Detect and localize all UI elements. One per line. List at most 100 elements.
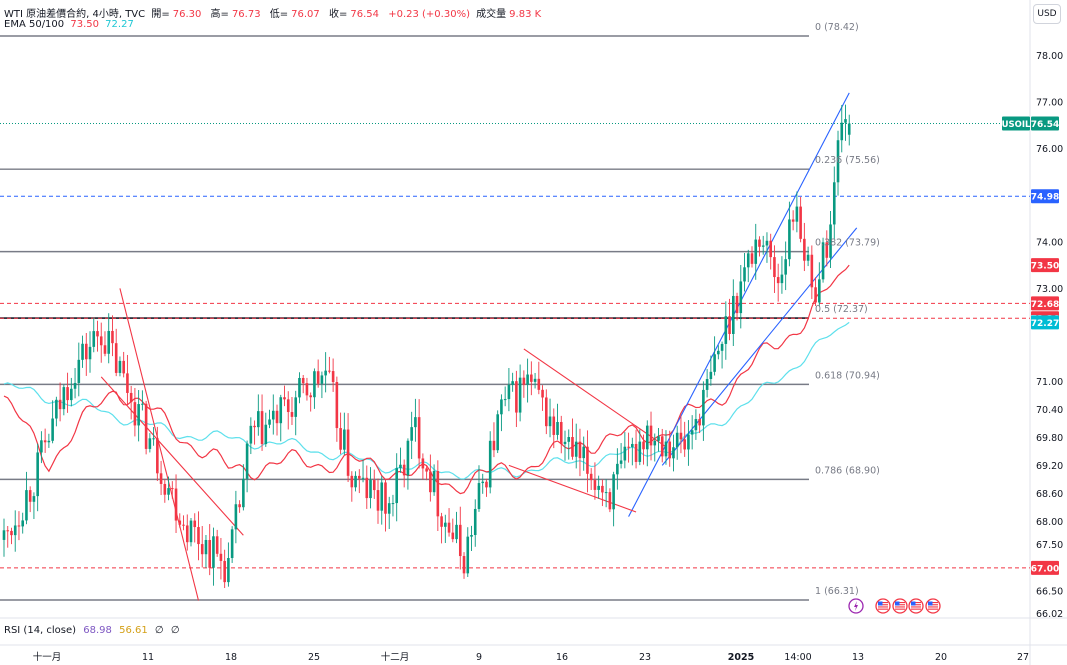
candle-body: [631, 443, 634, 448]
candle: [638, 429, 642, 466]
candle-body: [77, 359, 81, 383]
candle-body: [320, 375, 324, 384]
candle-body: [470, 534, 473, 537]
candle-body: [271, 410, 275, 420]
flag-stripe: [928, 602, 938, 604]
candle: [799, 196, 802, 243]
candle-body: [455, 524, 458, 540]
candle: [432, 464, 436, 496]
candle-body: [339, 428, 342, 450]
candle-body: [473, 508, 477, 535]
candle-body: [159, 473, 163, 484]
candle-body: [193, 520, 197, 528]
symbol-tag-box: [1002, 116, 1030, 131]
candle: [470, 525, 473, 551]
candle: [84, 332, 88, 376]
candle: [466, 527, 470, 577]
candle: [567, 429, 571, 460]
candle: [126, 354, 129, 405]
candle-body: [99, 336, 103, 346]
candle: [242, 464, 245, 511]
candle-body: [148, 438, 152, 449]
symbol-tag-label: USOIL: [1002, 120, 1031, 130]
us-flag-event-icon[interactable]: [925, 598, 941, 614]
candle-body: [810, 254, 814, 288]
candle: [99, 322, 103, 363]
candle: [847, 114, 851, 146]
y-axis-tick-label: 69.80: [1036, 433, 1063, 444]
candle: [141, 390, 144, 411]
y-axis-tick-label: 66.50: [1036, 587, 1063, 598]
candle: [488, 431, 492, 494]
candle: [81, 335, 84, 368]
candle-body: [43, 440, 47, 443]
event-circle: [925, 598, 941, 614]
candle: [515, 370, 518, 428]
candle-body: [70, 388, 73, 401]
y-axis-tick-label: 77.00: [1036, 98, 1063, 109]
flag-stripe: [878, 602, 888, 604]
candle: [268, 409, 271, 429]
us-flag-event-icon[interactable]: [892, 598, 908, 614]
candle-body: [84, 343, 88, 360]
lightning-event-icon[interactable]: [848, 598, 864, 614]
candle-body: [728, 316, 731, 334]
candle: [395, 453, 398, 522]
flag-stripe: [878, 604, 888, 606]
open-label: 開=: [151, 9, 170, 20]
rsi-header[interactable]: RSI (14, close) 68.98 56.61 ∅ ∅: [4, 625, 184, 636]
candle-body: [814, 287, 817, 303]
candle-body: [66, 387, 69, 401]
candle-body: [144, 403, 148, 449]
candle: [702, 381, 705, 441]
candle: [253, 420, 256, 445]
candle: [380, 475, 384, 525]
symbol-header[interactable]: WTI 原油差價合約, 4小時, TVC 開= 76.30 高= 76.73 低= 7…: [4, 5, 547, 20]
candle-body: [447, 522, 451, 533]
candle: [13, 510, 17, 552]
candle-body: [799, 206, 802, 239]
candle: [305, 377, 309, 401]
candle: [601, 479, 604, 507]
flag-stripe: [911, 608, 921, 610]
candle-body: [743, 267, 746, 282]
candle: [788, 201, 791, 267]
x-axis-tick-label: 2025: [728, 652, 754, 663]
price-tag-box: [1031, 258, 1059, 273]
ema-header[interactable]: EMA 50/100 73.50 72.27: [4, 19, 137, 30]
candle-body: [372, 480, 376, 491]
candle: [821, 237, 825, 283]
candle-body: [451, 532, 455, 540]
us-flag-event-icon[interactable]: [908, 598, 924, 614]
candle-body: [391, 503, 395, 505]
low-value: 76.07: [291, 9, 320, 20]
candle-body: [429, 471, 432, 493]
candle-body: [713, 354, 716, 372]
candle: [462, 552, 466, 579]
volume-label: 成交量: [476, 9, 507, 20]
candle-body: [709, 371, 713, 379]
y-axis-tick-label: 69.20: [1036, 461, 1063, 472]
y-axis-tick-label: 78.00: [1036, 51, 1063, 62]
trendline: [100, 376, 244, 536]
candle: [776, 263, 780, 302]
candle: [836, 130, 840, 196]
candle-body: [17, 525, 21, 527]
candle-body: [107, 330, 111, 354]
candle: [803, 222, 806, 272]
candle-body: [458, 524, 462, 557]
candle: [814, 277, 817, 306]
candle: [114, 328, 118, 377]
candle: [429, 454, 432, 502]
flag-canton: [911, 601, 916, 606]
high-label: 高=: [210, 9, 229, 20]
candle: [657, 428, 660, 452]
candle-body: [62, 387, 66, 410]
candle: [103, 331, 107, 357]
currency-button[interactable]: USD: [1033, 4, 1061, 24]
us-flag-event-icon[interactable]: [875, 598, 891, 614]
candle-body: [507, 384, 511, 400]
candle: [773, 245, 776, 293]
flag-stripe: [911, 604, 921, 606]
